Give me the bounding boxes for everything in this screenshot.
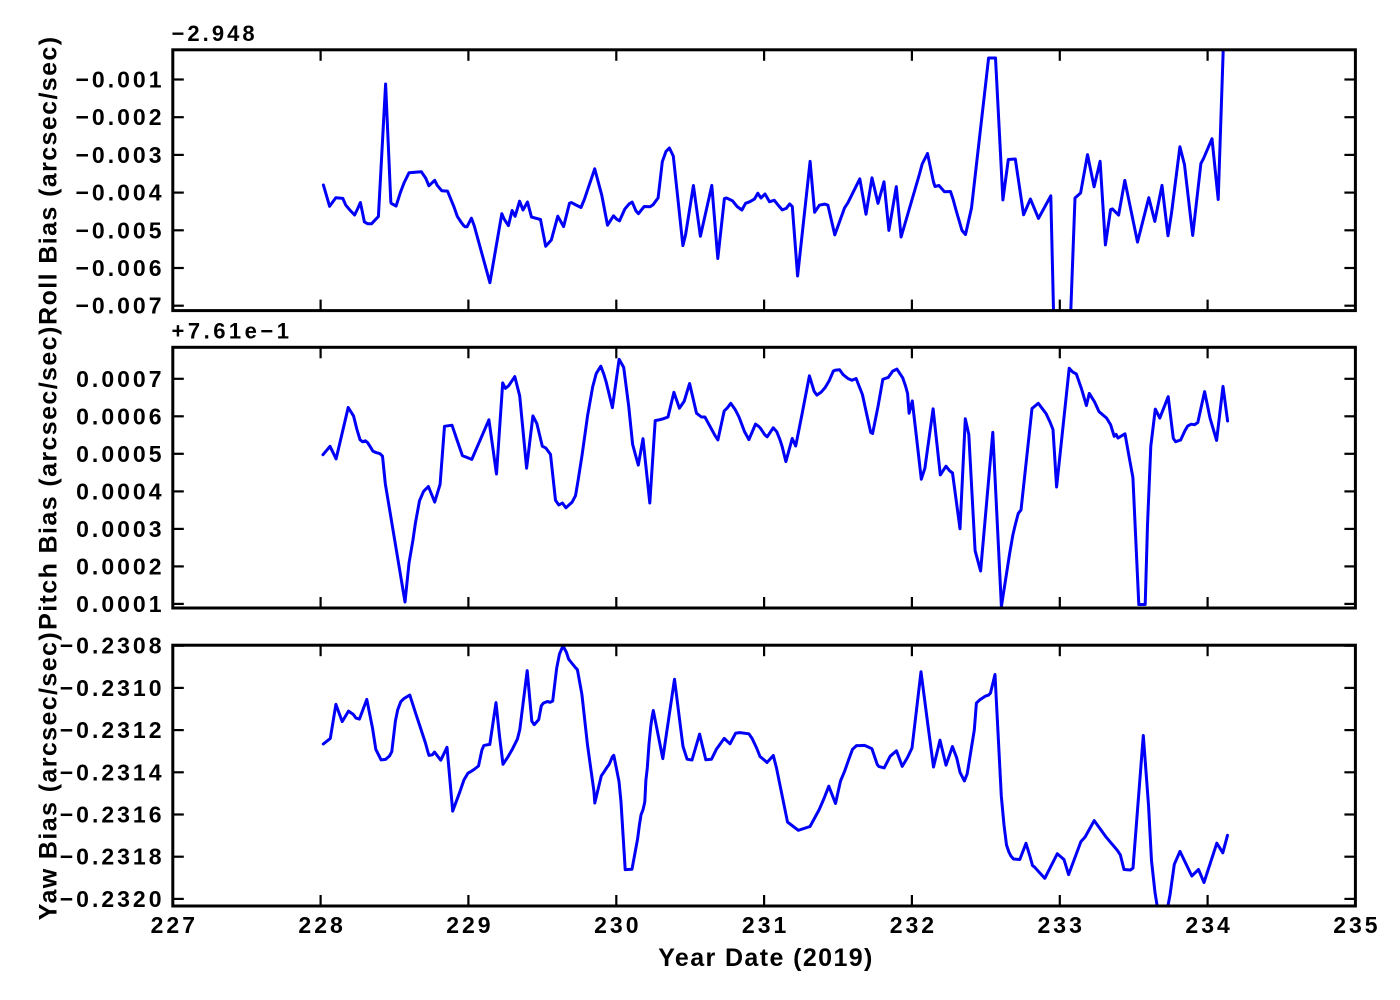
svg-text:−0.004: −0.004 [76, 180, 165, 206]
svg-text:Pitch Bias (arcsec/sec): Pitch Bias (arcsec/sec) [35, 325, 63, 630]
svg-text:+7.61e−1: +7.61e−1 [172, 319, 293, 344]
svg-text:0.0001: 0.0001 [76, 591, 164, 617]
svg-text:232: 232 [890, 912, 937, 938]
svg-text:−0.2316: −0.2316 [60, 802, 165, 828]
svg-text:−0.003: −0.003 [76, 142, 165, 168]
svg-text:−0.2314: −0.2314 [60, 759, 165, 785]
svg-text:233: 233 [1038, 912, 1085, 938]
svg-text:0.0005: 0.0005 [76, 441, 164, 467]
svg-text:−0.001: −0.001 [76, 67, 165, 93]
svg-text:0.0002: 0.0002 [76, 553, 164, 579]
svg-text:235: 235 [1333, 912, 1380, 938]
svg-text:−2.948: −2.948 [172, 21, 258, 46]
svg-text:−0.2320: −0.2320 [60, 886, 165, 912]
svg-text:231: 231 [742, 912, 789, 938]
svg-text:−0.007: −0.007 [76, 293, 165, 319]
svg-text:230: 230 [594, 912, 641, 938]
svg-text:228: 228 [298, 912, 345, 938]
svg-text:0.0006: 0.0006 [76, 403, 164, 429]
svg-text:0.0003: 0.0003 [76, 516, 164, 542]
svg-text:−0.002: −0.002 [76, 104, 165, 130]
svg-text:0.0004: 0.0004 [76, 478, 164, 504]
svg-text:0.0007: 0.0007 [76, 366, 164, 392]
svg-text:Year Date (2019): Year Date (2019) [658, 944, 874, 972]
svg-text:229: 229 [446, 912, 493, 938]
svg-text:234: 234 [1185, 912, 1232, 938]
svg-text:−0.2312: −0.2312 [60, 717, 165, 743]
svg-text:−0.2308: −0.2308 [60, 633, 165, 659]
svg-text:Yaw Bias (arcsec/sec): Yaw Bias (arcsec/sec) [35, 631, 63, 920]
svg-text:−0.2310: −0.2310 [60, 675, 165, 701]
svg-text:227: 227 [151, 912, 198, 938]
svg-text:−0.005: −0.005 [76, 217, 165, 243]
svg-text:−0.006: −0.006 [76, 255, 165, 281]
svg-text:−0.2318: −0.2318 [60, 844, 165, 870]
svg-text:Roll Bias (arcsec/sec): Roll Bias (arcsec/sec) [35, 36, 63, 325]
